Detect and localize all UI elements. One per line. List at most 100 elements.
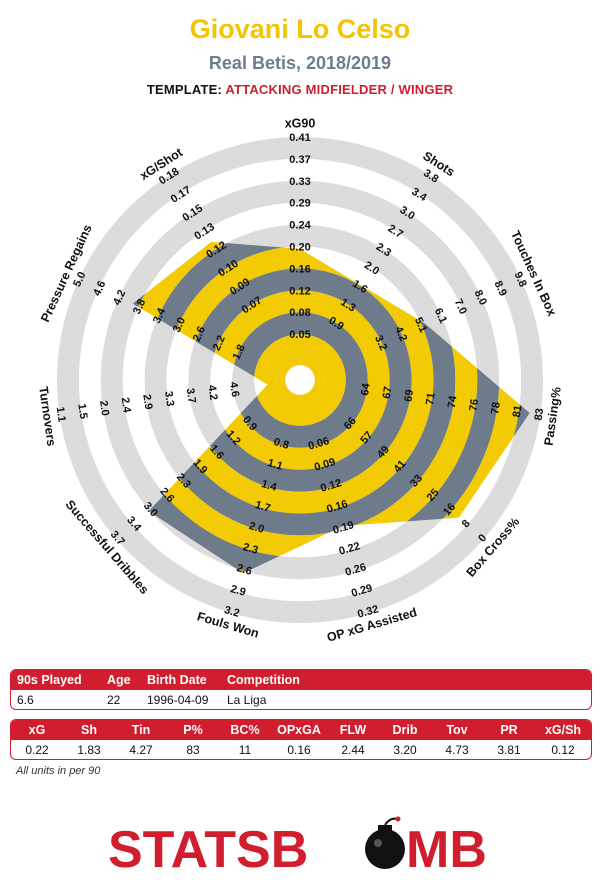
- tick-label-5-1: 0.09: [313, 456, 337, 474]
- tick-label-6-5: 2.3: [241, 541, 259, 557]
- stats-header-5: OPxGA: [277, 723, 321, 737]
- tick-label-6-6: 2.6: [235, 562, 253, 578]
- tick-label-0-5: 0.24: [289, 220, 311, 232]
- tick-label-8-4: 2.9: [140, 394, 154, 411]
- statsbomb-logo: STATSB MB: [108, 816, 487, 879]
- stats-header-6: FLW: [339, 723, 367, 737]
- stats-value-7: 3.20: [393, 742, 417, 757]
- tick-label-2-0: 3.2: [372, 334, 389, 353]
- tick-label-0-2: 0.12: [289, 285, 310, 297]
- info-header-competition: Competition: [227, 673, 300, 687]
- tick-label-9-8: 5.0: [71, 270, 88, 289]
- radar-value-bands: [132, 241, 530, 574]
- radar-value-shape: [132, 241, 530, 574]
- tick-label-8-7: 1.5: [75, 403, 89, 420]
- tick-label-3-4: 74: [446, 394, 460, 409]
- tick-label-3-3: 71: [424, 392, 438, 406]
- stats-table: xG Sh Tin P% BC% OPxGA FLW Drib Tov PR xG/Sh 0.22 1…: [10, 719, 592, 760]
- tick-label-6-0: 0.8: [272, 436, 290, 452]
- info-header-90s: 90s Played: [17, 673, 82, 687]
- tick-label-5-0: 0.06: [307, 435, 331, 453]
- stats-header-3: P%: [183, 723, 203, 737]
- tick-label-5-2: 0.12: [319, 477, 343, 495]
- tick-label-9-0: 1.8: [231, 343, 248, 362]
- tick-label-6-3: 1.7: [254, 499, 272, 515]
- tick-label-8-1: 4.2: [205, 384, 219, 401]
- tick-label-6-4: 2.0: [248, 520, 266, 536]
- player-name: Giovani Lo Celso: [189, 14, 411, 44]
- tick-label-9-7: 4.6: [91, 279, 108, 298]
- tick-label-5-4: 0.19: [331, 519, 355, 537]
- tick-label-0-1: 0.08: [289, 307, 310, 319]
- tick-label-3-1: 67: [381, 386, 395, 400]
- tick-label-2-1: 4.2: [392, 325, 409, 344]
- units-footnote: All units in per 90: [16, 765, 101, 777]
- stats-value-4: 11: [238, 742, 252, 757]
- logo-text-a: STATSB: [108, 821, 308, 879]
- tick-label-5-5: 0.22: [338, 540, 362, 558]
- tick-label-6-8: 3.2: [223, 604, 241, 620]
- tick-label-3-8: 83: [533, 407, 547, 421]
- info-value-age: 22: [107, 692, 121, 707]
- tick-label-0-6: 0.29: [289, 198, 310, 210]
- tick-label-0-9: 0.41: [289, 132, 310, 144]
- radar-band-0: [254, 334, 346, 426]
- stats-header-10: xG/Sh: [544, 723, 582, 737]
- tick-label-5-3: 0.16: [325, 498, 349, 516]
- tick-label-8-2: 3.7: [184, 387, 198, 404]
- template-line: TEMPLATE: ATTACKING MIDFIELDER / WINGER: [0, 82, 600, 97]
- tick-label-0-8: 0.37: [289, 154, 310, 166]
- tick-label-9-3: 3.0: [171, 316, 188, 335]
- stats-value-5: 0.16: [287, 742, 311, 757]
- tick-label-8-5: 2.4: [119, 397, 133, 415]
- tick-label-3-5: 76: [468, 398, 482, 412]
- stats-header-4: BC%: [230, 723, 260, 737]
- tick-label-6-1: 1.1: [266, 457, 284, 473]
- tick-label-0-0: 0.05: [289, 329, 310, 341]
- tick-label-3-7: 81: [511, 404, 525, 418]
- stats-value-8: 4.73: [445, 742, 469, 757]
- tick-label-9-5: 3.8: [131, 297, 148, 316]
- tick-label-0-4: 0.20: [289, 242, 310, 254]
- logo-text-b: MB: [406, 821, 487, 879]
- template-value: ATTACKING MIDFIELDER / WINGER: [225, 82, 454, 97]
- axis-label-3: Passing%: [542, 386, 564, 446]
- radar-band-1: [232, 312, 368, 448]
- tick-label-8-3: 3.3: [162, 390, 176, 407]
- info-table-row: 6.6 22 1996-04-09 La Liga: [11, 690, 591, 709]
- tick-label-5-8: 0.32: [356, 603, 380, 621]
- tick-label-0-3: 0.16: [289, 263, 310, 275]
- tick-label-9-1: 2.2: [211, 334, 228, 353]
- tick-label-5-6: 0.26: [344, 561, 368, 579]
- tick-label-9-2: 2.6: [191, 325, 208, 344]
- stats-header-1: Sh: [81, 723, 97, 737]
- stats-value-6: 2.44: [341, 742, 365, 757]
- axis-label-0: xG90: [285, 116, 316, 130]
- tick-label-2-3: 6.1: [432, 306, 449, 325]
- template-label: TEMPLATE:: [146, 82, 223, 97]
- axis-label-8: Turnovers: [36, 386, 58, 448]
- stats-header-2: Tin: [131, 723, 151, 737]
- stats-value-3: 83: [186, 742, 200, 757]
- stats-header-9: PR: [500, 723, 518, 737]
- info-value-competition: La Liga: [227, 692, 267, 707]
- tick-label-6-7: 2.9: [229, 583, 247, 599]
- tick-label-0-7: 0.33: [289, 176, 310, 188]
- info-value-90s: 6.6: [17, 692, 34, 707]
- stats-table-row: 0.22 1.83 4.27 83 11 0.16 2.44 3.20 4.73 3.81 0.12: [11, 740, 591, 759]
- tick-label-8-6: 2.0: [97, 400, 111, 417]
- radar-chart: 0.05 0.08 0.12 0.16 0.20 0.24 0.29 0.33 0.37 0.41…: [36, 116, 564, 644]
- radar-center-hole: [285, 365, 315, 395]
- info-header-birth: Birth Date: [147, 673, 207, 687]
- tick-label-3-6: 78: [489, 401, 503, 415]
- tick-label-6-2: 1.4: [260, 478, 279, 494]
- tick-label-2-2: 5.1: [412, 316, 429, 335]
- stats-table-header: xG Sh Tin P% BC% OPxGA FLW Drib Tov PR xG/Sh: [11, 720, 591, 740]
- stats-header-7: Drib: [392, 723, 418, 737]
- stats-value-10: 0.12: [551, 742, 575, 757]
- info-table: 90s Played Age Birth Date Competition 6.…: [10, 669, 592, 710]
- tick-label-5-7: 0.29: [350, 582, 374, 600]
- tick-label-2-5: 8.0: [472, 288, 489, 307]
- radar-tick-labels: 0.05 0.08 0.12 0.16 0.20 0.24 0.29 0.33 0.37 0.41…: [54, 132, 547, 621]
- stats-header-0: xG: [28, 723, 46, 737]
